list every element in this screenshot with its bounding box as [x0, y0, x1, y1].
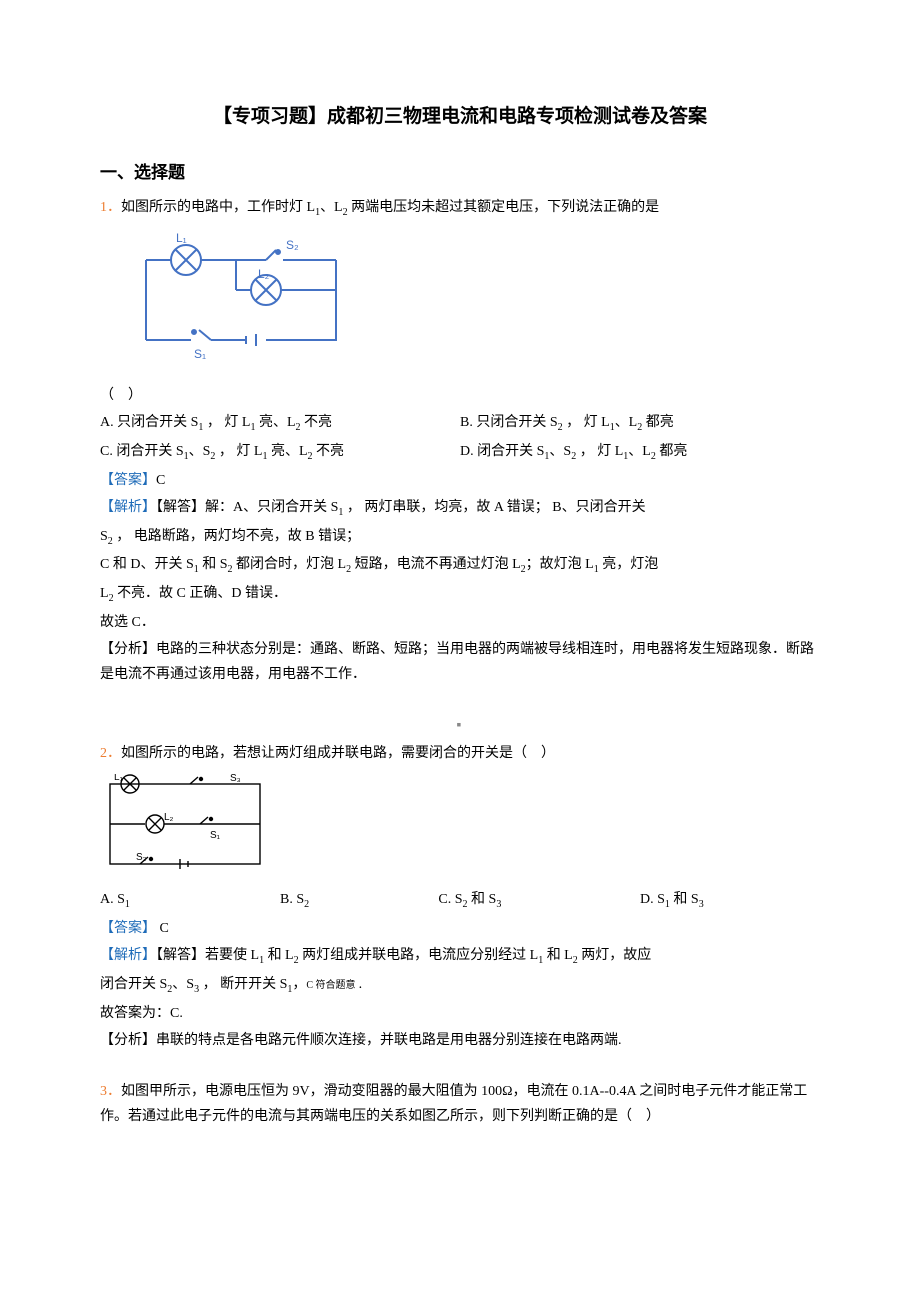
q2-analysis-3: 故答案为：C.: [100, 1001, 820, 1026]
q1-analysis-1: 【解析】【解答】解：A、只闭合开关 S1 ， 两灯串联，均亮，故 A 错误； B…: [100, 495, 820, 522]
q1-analysis-6: 【分析】电路的三种状态分别是：通路、断路、短路；当用电器的两端被导线相连时，用电…: [100, 637, 820, 687]
q1-options-row1: A. 只闭合开关 S1 ， 灯 L1 亮、L2 不亮 B. 只闭合开关 S2 ，…: [100, 410, 820, 437]
q1-analysis-5: 故选 C．: [100, 610, 820, 635]
svg-text:S₂: S₂: [286, 238, 299, 252]
q1-option-d: D. 闭合开关 S1、S2 ， 灯 L1、L2 都亮: [460, 439, 820, 466]
q1-option-b: B. 只闭合开关 S2 ， 灯 L1、L2 都亮: [460, 410, 820, 437]
q2-answer: 【答案】 C: [100, 916, 820, 941]
q1-analysis-2: S2 ， 电路断路，两灯均不亮，故 B 错误；: [100, 524, 820, 551]
q2-analysis-1: 【解析】【解答】若要使 L1 和 L2 两灯组成并联电路，电流应分别经过 L1 …: [100, 943, 820, 970]
q2-options: A. S1 B. S2 C. S2 和 S3 D. S1 和 S3: [100, 887, 820, 914]
q1-circuit-diagram: L₁ S₂ L₂ S₁: [126, 230, 356, 370]
alignment-mark: ▪: [100, 713, 820, 738]
section-heading: 一、选择题: [100, 158, 820, 189]
q3-stem: 3．如图甲所示，电源电压恒为 9V，滑动变阻器的最大阻值为 100Ω，电流在 0…: [100, 1079, 820, 1129]
svg-text:L₁: L₁: [176, 231, 187, 245]
page-title: 【专项习题】成都初三物理电流和电路专项检测试卷及答案: [100, 100, 820, 134]
q2-option-b: B. S2: [280, 887, 438, 914]
svg-text:L₂: L₂: [258, 267, 270, 281]
q2-analysis-2: 闭合开关 S2、S3 ， 断开开关 S1，C 符合题意 ．: [100, 972, 820, 999]
svg-text:S₂: S₂: [136, 852, 147, 863]
q1-option-c: C. 闭合开关 S1、S2 ， 灯 L1 亮、L2 不亮: [100, 439, 460, 466]
q2-number: 2．: [100, 746, 121, 761]
q2-analysis-4: 【分析】串联的特点是各电路元件顺次连接，并联电路是用电器分别连接在电路两端.: [100, 1028, 820, 1053]
q1-analysis-3: C 和 D、开关 S1 和 S2 都闭合时，灯泡 L2 短路，电流不再通过灯泡 …: [100, 552, 820, 579]
question-2: 2．如图所示的电路，若想让两灯组成并联电路，需要闭合的开关是（ ） L₁ S₃ …: [100, 741, 820, 1053]
svg-text:S₁: S₁: [194, 347, 206, 361]
q2-option-a: A. S1: [100, 887, 280, 914]
question-1: 1．如图所示的电路中，工作时灯 L1、L2 两端电压均未超过其额定电压，下列说法…: [100, 195, 820, 688]
q2-circuit-diagram: L₁ S₃ L₂ S₂ S₁: [100, 774, 270, 874]
q2-stem: 2．如图所示的电路，若想让两灯组成并联电路，需要闭合的开关是（ ）: [100, 741, 820, 766]
q1-analysis-4: L2 不亮．故 C 正确、D 错误．: [100, 581, 820, 608]
q1-stem: 1．如图所示的电路中，工作时灯 L1、L2 两端电压均未超过其额定电压，下列说法…: [100, 195, 820, 222]
svg-text:L₁: L₁: [114, 774, 124, 783]
svg-text:L₂: L₂: [164, 812, 174, 823]
q1-answer: 【答案】C: [100, 468, 820, 493]
svg-text:S₃: S₃: [230, 774, 241, 784]
question-3: 3．如图甲所示，电源电压恒为 9V，滑动变阻器的最大阻值为 100Ω，电流在 0…: [100, 1079, 820, 1129]
q1-paren: （ ）: [100, 383, 820, 408]
q1-options-row2: C. 闭合开关 S1、S2 ， 灯 L1 亮、L2 不亮 D. 闭合开关 S1、…: [100, 439, 820, 466]
svg-text:S₁: S₁: [210, 830, 221, 841]
q1-option-a: A. 只闭合开关 S1 ， 灯 L1 亮、L2 不亮: [100, 410, 460, 437]
q2-option-d: D. S1 和 S3: [640, 887, 820, 914]
q2-option-c: C. S2 和 S3: [438, 887, 640, 914]
q3-number: 3．: [100, 1084, 121, 1099]
q1-number: 1．: [100, 200, 121, 215]
